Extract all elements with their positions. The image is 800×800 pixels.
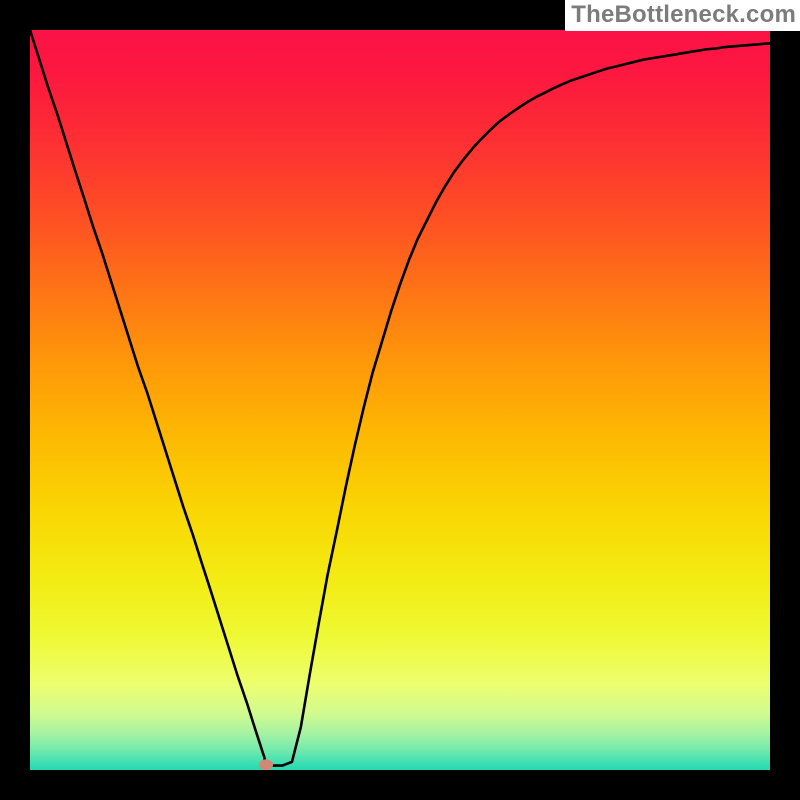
plot-gradient-background (30, 30, 770, 770)
optimum-marker (259, 759, 273, 770)
bottleneck-chart (0, 0, 800, 800)
watermark-label: TheBottleneck.com (565, 0, 800, 31)
figure-frame: TheBottleneck.com (0, 0, 800, 800)
